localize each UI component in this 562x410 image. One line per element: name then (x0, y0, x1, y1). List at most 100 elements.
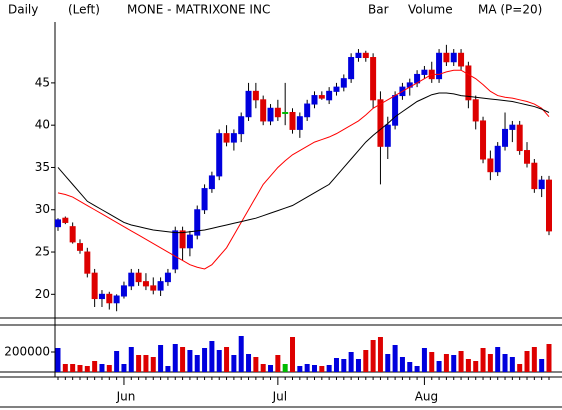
candle-body (546, 179, 552, 232)
volume-bar (385, 354, 391, 372)
volume-bar (348, 352, 354, 372)
y-tick-label: 35 (35, 160, 50, 174)
candle-body (392, 95, 399, 126)
volume-bar (363, 350, 369, 372)
volume-bar (473, 361, 479, 372)
candle-body (355, 52, 362, 59)
candle-body (377, 99, 384, 147)
candle-body (194, 209, 201, 236)
volume-bar (246, 354, 252, 372)
volume-bar (370, 340, 376, 372)
volume-bar (238, 336, 244, 372)
legend-bar: Bar (368, 3, 389, 17)
candle-body (516, 124, 523, 152)
volume-bar (128, 347, 134, 372)
chart-title: MONE - MATRIXONE INC (127, 3, 270, 17)
candle-body (480, 120, 487, 160)
volume-bar (355, 359, 361, 372)
candle-body (340, 78, 347, 88)
volume-bar (114, 351, 120, 372)
candle-body (326, 90, 333, 101)
volume-bar (209, 341, 215, 372)
volume-tick-label: 200000 (4, 345, 50, 359)
volume-bar (70, 364, 76, 372)
candle-body (538, 179, 545, 190)
volume-bar (62, 364, 68, 372)
volume-bar (282, 364, 288, 372)
volume-bar (421, 348, 427, 372)
volume-bar (326, 365, 332, 372)
candle-body (260, 99, 267, 122)
volume-bar (399, 357, 405, 372)
candle-body (55, 219, 61, 228)
volume-bar (517, 364, 523, 372)
candle-body (172, 230, 179, 270)
candle-body (245, 90, 252, 118)
candle-body (421, 69, 428, 75)
candle-body (201, 188, 208, 211)
volume-bar (443, 354, 449, 372)
candle-body (465, 65, 472, 101)
volume-bar (509, 357, 515, 372)
candle-body (296, 116, 303, 130)
candle-body (362, 52, 369, 59)
candle-body (91, 272, 98, 300)
moving-average (57, 92, 550, 234)
candle-body (524, 150, 531, 164)
candle-body (223, 133, 230, 143)
volume-bar (275, 355, 281, 372)
candle-body (472, 99, 479, 122)
candle-body (487, 158, 494, 173)
volume-bar (392, 345, 398, 372)
candle-body (128, 272, 135, 287)
volume-bar (311, 365, 317, 372)
candle-body (531, 162, 538, 190)
volume-bar (202, 348, 208, 372)
candle-body (84, 251, 91, 274)
volume-bar (304, 364, 310, 372)
candle-body (98, 293, 105, 300)
candle-body (311, 95, 318, 105)
y-tick-label: 20 (35, 287, 50, 301)
candle-body (443, 52, 450, 63)
legend-volume: Volume (408, 3, 453, 17)
candle-body (150, 285, 157, 291)
scale-side-label: (Left) (68, 3, 100, 17)
volume-bar (487, 354, 493, 372)
candle-body (304, 103, 311, 118)
x-tick-label: Aug (415, 390, 438, 404)
volume-bar (290, 337, 296, 372)
volume-bar (99, 364, 105, 372)
candle-body (113, 295, 120, 304)
candle-body (384, 124, 391, 147)
candle-body (76, 243, 83, 251)
candle-body (120, 285, 127, 297)
volume-bar (480, 348, 486, 372)
candle-body (238, 116, 245, 135)
volume-bar (539, 359, 545, 372)
x-tick-label: Jun (116, 390, 136, 404)
candle-body (142, 281, 149, 287)
volume-bar (268, 365, 274, 372)
candle-body (274, 107, 281, 118)
volume-bar (407, 362, 413, 372)
y-tick-label: 40 (35, 118, 50, 132)
candle-body (69, 226, 76, 243)
x-tick-label: Jul (272, 390, 287, 404)
volume-bar (451, 355, 457, 372)
volume-bar (106, 365, 112, 372)
candle-body (230, 133, 237, 143)
candle-body (370, 57, 377, 101)
candle-body (436, 52, 443, 80)
volume-bar (194, 355, 200, 372)
candle-body (157, 281, 164, 291)
candle-body (164, 272, 171, 283)
volume-bar (524, 351, 530, 372)
candle-body (252, 90, 259, 101)
volume-bar (297, 366, 303, 372)
volume-bar (150, 357, 156, 372)
candle-body (502, 128, 509, 147)
candle-body (458, 52, 465, 67)
candle-body (208, 175, 215, 190)
candle-body (282, 111, 289, 114)
